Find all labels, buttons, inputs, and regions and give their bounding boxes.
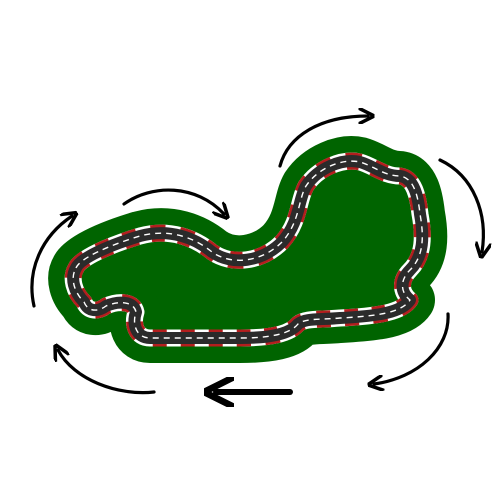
direction-arrows: [30, 116, 483, 395]
curved-arrow-icon: [374, 312, 450, 384]
curved-arrow-icon: [438, 158, 483, 252]
curved-arrow-icon: [58, 350, 156, 395]
curved-arrow-icon: [30, 216, 72, 308]
curved-arrow-icon: [122, 188, 224, 214]
curved-arrow-icon: [278, 116, 368, 168]
